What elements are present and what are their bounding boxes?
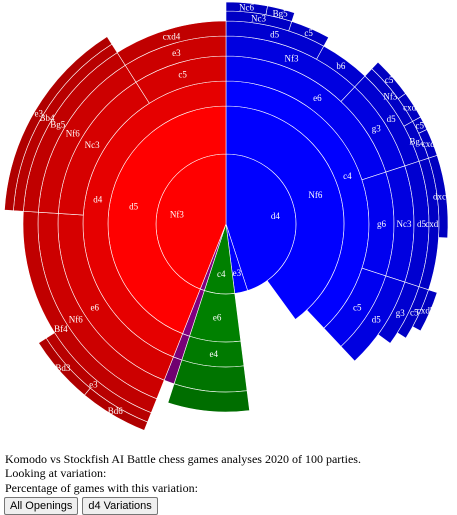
sunburst-label-g3: g3 — [372, 124, 382, 134]
sunburst-label-nf6: Nf6 — [66, 128, 80, 138]
sunburst-label-nf6: Nf6 — [69, 314, 83, 324]
sunburst-label-nc3: Nc3 — [397, 219, 412, 229]
sunburst-segment-bd3-d8[interactable] — [38, 337, 91, 396]
sunburst-chart: d4 Nf6 c4 e6 Nf3 d5 Nc3 Nc6 Bg5 c5 b6 g3 d5 Nf3 c5 cxd B… — [4, 2, 451, 431]
sunburst-segment-cxd5-d8[interactable] — [412, 289, 438, 332]
sunburst-svg: d4Nf6c4e6Nf3d5Nc3Nc6Bg5c5b6g3d5Nf3c5cxdB… — [4, 2, 451, 431]
sunburst-label-b6: b6 — [336, 61, 346, 71]
sunburst-label-dxc4: dxc4 — [433, 192, 451, 202]
sunburst-label-bg5: Bg5 — [50, 119, 66, 129]
sunburst-label-c5: c5 — [410, 308, 419, 318]
sunburst-label-g6: g6 — [377, 219, 387, 229]
sunburst-label-nc3: Nc3 — [85, 140, 100, 150]
sunburst-label-c5: c5 — [178, 70, 187, 80]
sunburst-label-c5: c5 — [353, 302, 362, 312]
sunburst-label-c4: c4 — [343, 171, 352, 181]
sunburst-segment-segment-d5[interactable] — [167, 383, 250, 413]
sunburst-label-d5: d5 — [417, 219, 427, 229]
sunburst-label-cxd: cxd — [403, 102, 416, 112]
sunburst-label-nc6: Nc6 — [239, 2, 254, 12]
sunburst-label-d5: d5 — [129, 201, 139, 211]
sunburst-label-bd6: Bd6 — [108, 406, 124, 416]
sunburst-label-bg2: Bg2 — [409, 136, 424, 146]
percentage-label: Percentage of games with this variation: — [5, 481, 198, 495]
sunburst-label-g3: g3 — [396, 308, 406, 318]
sunburst-label-e3: e3 — [89, 379, 98, 389]
sunburst-label-c5: c5 — [416, 120, 425, 130]
sunburst-label-bd3: Bd3 — [55, 363, 71, 373]
sunburst-label-cxd5: cxd5 — [417, 305, 435, 315]
all-openings-button[interactable]: All Openings — [4, 497, 79, 515]
sunburst-label-e4: e4 — [209, 349, 218, 359]
sunburst-label-nf6: Nf6 — [308, 190, 322, 200]
sunburst-label-nf3: Nf3 — [285, 53, 299, 63]
d4-variations-button[interactable]: d4 Variations — [82, 497, 158, 515]
sunburst-label-c5: c5 — [304, 28, 313, 38]
sunburst-label-e6: e6 — [213, 313, 222, 323]
sunburst-label-d5: d5 — [270, 30, 280, 40]
sunburst-label-nf3: Nf3 — [383, 92, 397, 102]
looking-at-variation: Looking at variation: — [5, 466, 107, 480]
sunburst-segment-dxc4-d8[interactable] — [428, 155, 449, 239]
sunburst-label-c5: c5 — [385, 75, 394, 85]
sunburst-label-cxd: cxd — [422, 139, 435, 149]
sunburst-label-d5: d5 — [372, 314, 382, 324]
sunburst-label-d5: d5 — [387, 114, 397, 124]
sunburst-label-bg5: Bg5 — [273, 8, 289, 18]
sunburst-label-d4: d4 — [271, 211, 281, 221]
sunburst-label-nf3: Nf3 — [170, 210, 184, 220]
sunburst-label-d4: d4 — [93, 195, 103, 205]
sunburst-label-e6: e6 — [313, 93, 322, 103]
sunburst-segment-cxd4-d6[interactable] — [116, 20, 227, 66]
sunburst-label-cxd5: cxd5 — [425, 219, 443, 229]
chart-caption: Komodo vs Stockfish AI Battle chess game… — [5, 452, 361, 466]
sunburst-label-c4: c4 — [217, 269, 226, 279]
sunburst-label-e3: e3 — [35, 108, 44, 118]
sunburst-label-e6: e6 — [90, 302, 99, 312]
sunburst-label-bf4: Bf4 — [54, 324, 68, 334]
sunburst-label-e3: e3 — [233, 268, 242, 278]
sunburst-segment-e3-d8[interactable] — [4, 36, 113, 211]
sunburst-label-cxd4: cxd4 — [163, 31, 181, 41]
sunburst-label-nc3: Nc3 — [251, 14, 266, 24]
button-bar: All Openings d4 Variations — [4, 497, 158, 515]
sunburst-label-e3: e3 — [172, 48, 181, 58]
sunburst-label-bb4: Bb4 — [39, 113, 55, 123]
